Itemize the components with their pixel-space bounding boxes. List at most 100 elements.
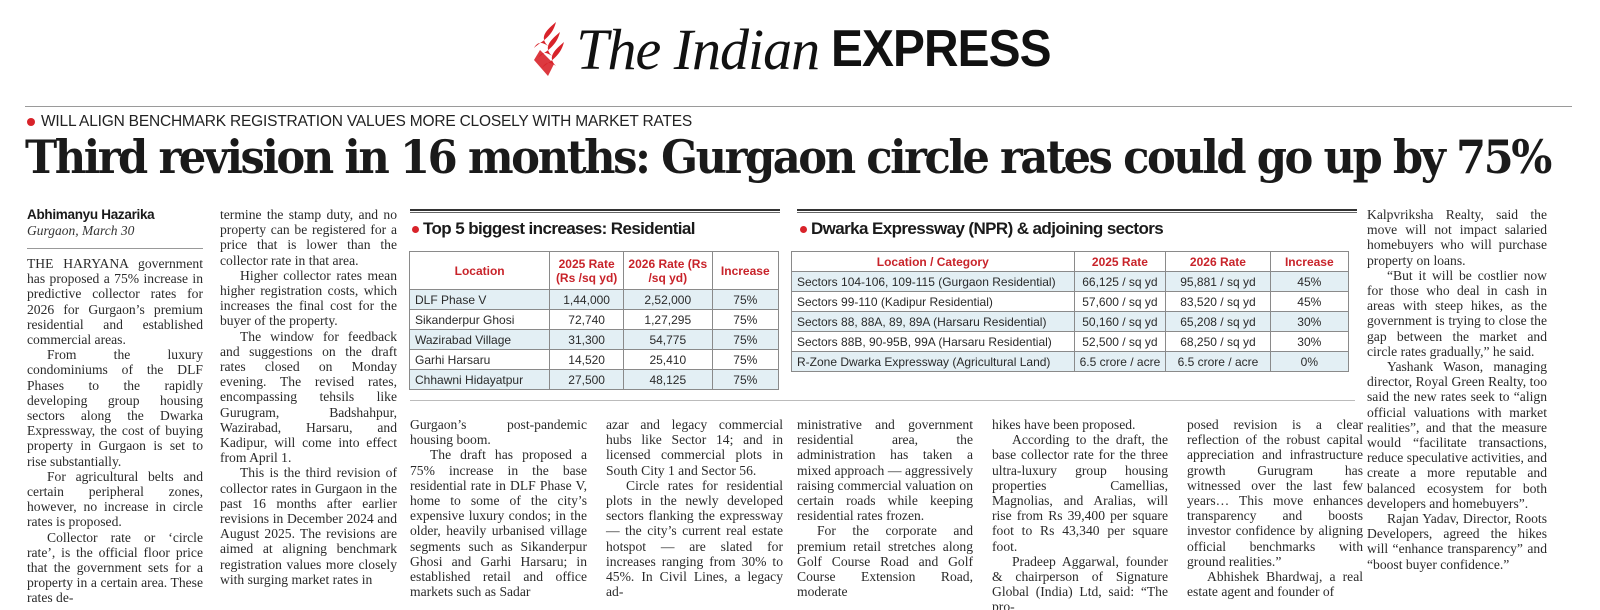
column-header: Increase [1269,251,1350,272]
publication-logo[interactable]: The Indian EXPRESS [530,16,1070,83]
table-cell: 45% [1269,271,1350,292]
paragraph: Gurgaon’s post-pandemic housing boom. [410,417,587,448]
headline: Third revision in 16 months: Gurgaon cir… [25,130,1552,184]
table-cell: 31,300 [549,329,625,350]
table-cell: 2,52,000 [623,289,713,310]
paragraph: Circle rates for residential plots in th… [606,477,783,600]
table-cell: 50,160 / sq yd [1073,311,1167,332]
paragraph: THE HARYANA government has proposed a 75… [27,256,203,348]
table-row: Garhi Harsaru 14,520 25,410 75% [408,349,780,370]
table-cell: 0% [1269,351,1350,372]
column-header: 2026 Rate [1165,251,1271,272]
table-cell: 57,600 / sq yd [1073,291,1167,312]
table-cell: 25,410 [623,349,713,370]
table-cell: 1,44,000 [549,289,625,310]
paragraph: Kalpvriksha Realty, said the move will n… [1367,207,1547,268]
body-column-6: hikes have been proposed. According to t… [992,417,1168,610]
table-header-row: Location / Category 2025 Rate 2026 Rate … [791,251,1350,272]
table-cell: 72,740 [549,309,625,330]
body-column-3: Gurgaon’s post-pandemic housing boom. Th… [410,417,587,599]
box-divider [410,209,780,211]
paragraph: For agricultural belts and certain perip… [27,468,203,530]
body-column-8: Kalpvriksha Realty, said the move will n… [1367,207,1547,572]
table-cell: Wazirabad Village [408,329,551,350]
author-name: Abhimanyu Hazarika [27,207,155,222]
table-cell: 75% [711,309,780,330]
kicker: WILL ALIGN BENCHMARK REGISTRATION VALUES… [27,113,692,131]
table-cell: DLF Phase V [408,289,551,310]
paragraph: azar and legacy commercial hubs like Sec… [606,417,783,478]
table-cell: Sectors 88, 88A, 89, 89A (Harsaru Reside… [791,311,1075,332]
table-cell: 66,125 / sq yd [1073,271,1167,292]
body-column-2: termine the stamp duty, and no property … [220,207,397,587]
byline: Abhimanyu Hazarika Gurgaon, March 30 [27,207,203,239]
masthead: The Indian EXPRESS [0,14,1600,84]
tables-bottom-divider [410,400,1355,401]
npr-table-title-text: Dwarka Expressway (NPR) & adjoining sect… [811,219,1164,238]
table-cell: 52,500 / sq yd [1073,331,1167,352]
dateline: Gurgaon, March 30 [27,223,135,238]
body-column-1: THE HARYANA government has proposed a 75… [27,256,203,606]
table-cell: R-Zone Dwarka Expressway (Agricultural L… [791,351,1075,372]
flame-logo-icon [534,22,565,76]
paragraph: The draft has proposed a 75% increase in… [410,447,587,600]
paragraph: This is the third revision of collector … [220,465,397,587]
table-row: Sikanderpur Ghosi 72,740 1,27,295 75% [408,309,780,330]
column-header: Location / Category [791,251,1075,272]
paragraph: According to the draft, the base collect… [992,432,1168,554]
column-header: 2025 Rate (Rs /sq yd) [549,251,625,290]
residential-increases-table: Location 2025 Rate (Rs /sq yd) 2026 Rate… [408,251,780,390]
table-cell: 68,250 / sq yd [1165,331,1271,352]
table-cell: 75% [711,289,780,310]
body-column-7: posed revision is a clear reflection of … [1187,417,1363,599]
paragraph: Pradeep Aggarwal, founder & chairperson … [992,553,1168,610]
table-row: DLF Phase V 1,44,000 2,52,000 75% [408,289,780,310]
paragraph: Rajan Yadav, Director, Roots Developers,… [1367,511,1547,572]
table-cell: 27,500 [549,369,625,390]
table-cell: 65,208 / sq yd [1165,311,1271,332]
table-cell: Sectors 99-110 (Kadipur Residential) [791,291,1075,312]
table-cell: 83,520 / sq yd [1165,291,1271,312]
table-cell: 48,125 [623,369,713,390]
body-column-4: azar and legacy commercial hubs like Sec… [606,417,783,599]
table-cell: Sectors 88B, 90-95B, 99A (Harsaru Reside… [791,331,1075,352]
column-header: 2026 Rate (Rs /sq yd) [623,251,713,290]
paragraph: hikes have been proposed. [992,417,1136,432]
table-row: Chhawni Hidayatpur 27,500 48,125 75% [408,369,780,390]
table-cell: 54,775 [623,329,713,350]
top-divider [25,106,1572,107]
paragraph: posed revision is a clear reflection of … [1187,417,1363,569]
table-cell: 75% [711,349,780,370]
table-cell: 6.5 crore / acre [1165,351,1271,372]
paragraph: The window for feedback and suggestions … [220,328,397,466]
box-divider [410,212,780,213]
paragraph: ministrative and government residential … [797,417,973,524]
residential-table-title-text: Top 5 biggest increases: Residential [423,219,696,238]
table-cell: Garhi Harsaru [408,349,551,370]
logo-text-bold: EXPRESS [831,20,1051,78]
table-cell: 14,520 [549,349,625,370]
bullet-dot-icon [412,225,419,233]
table-cell: 6.5 crore / acre [1073,351,1167,372]
paragraph: “But it will be costlier now for those w… [1367,267,1547,359]
table-cell: 30% [1269,331,1350,352]
table-cell: 45% [1269,291,1350,312]
table-cell: 1,27,295 [623,309,713,330]
paragraph: For the corporate and premium retail str… [797,523,973,600]
table-cell: Sikanderpur Ghosi [408,309,551,330]
column-header: Location [408,251,551,290]
paragraph: termine the stamp duty, and no property … [220,207,397,268]
box-divider [797,209,1357,211]
residential-table-title: Top 5 biggest increases: Residential [412,219,696,239]
table-cell: Chhawni Hidayatpur [408,369,551,390]
table-row: Sectors 99-110 (Kadipur Residential) 57,… [791,291,1350,312]
paragraph: Yashank Wason, managing director, Royal … [1367,359,1547,511]
paragraph: From the luxury condominiums of the DLF … [27,347,203,469]
paragraph: Higher collector rates mean higher regis… [220,267,397,329]
table-row: Sectors 104-106, 109-115 (Gurgaon Reside… [791,271,1350,292]
body-column-5: ministrative and government residential … [797,417,973,599]
table-row: Sectors 88B, 90-95B, 99A (Harsaru Reside… [791,331,1350,352]
logo-text-italic: The Indian [576,16,820,82]
npr-table-title: Dwarka Expressway (NPR) & adjoining sect… [800,219,1164,239]
bullet-dot-icon [800,225,807,233]
